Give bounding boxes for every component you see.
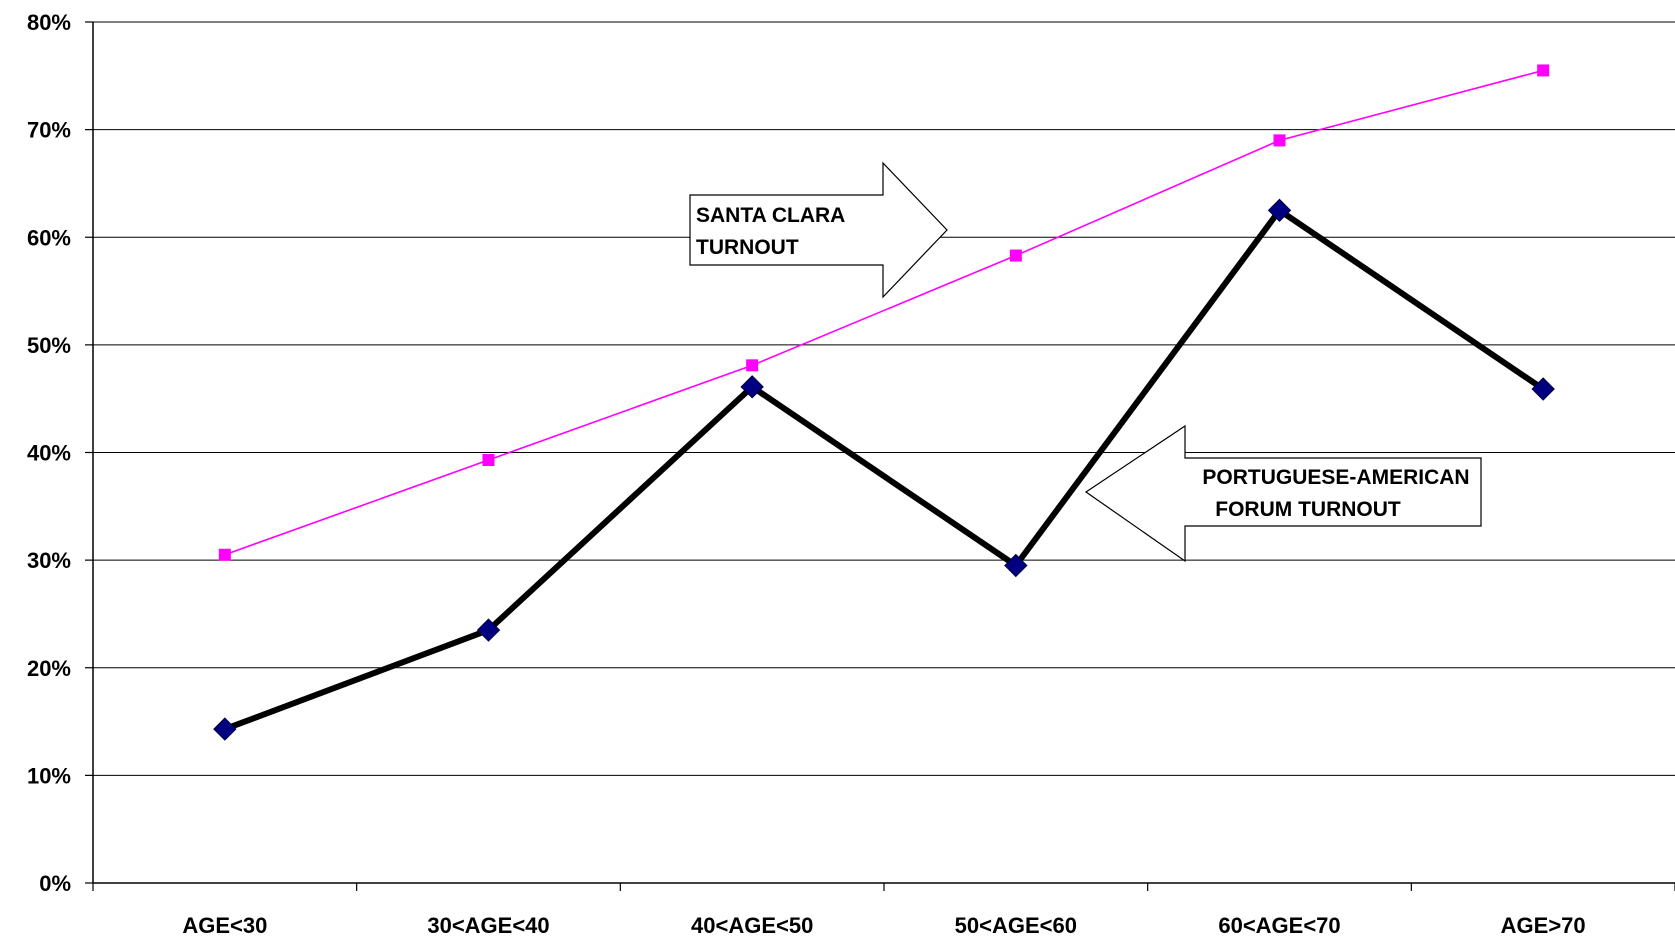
x-tick-label: 40<AGE<50 [691,913,813,938]
forum-line2: FORUM TURNOUT [1215,498,1401,521]
data-point [746,359,759,372]
series-group [213,64,1555,741]
data-point [1009,249,1022,262]
x-tick-label: AGE<30 [182,913,267,938]
x-tick-label: 30<AGE<40 [427,913,549,938]
series-line [224,69,1544,556]
series-2 [213,198,1555,741]
data-point [482,454,495,467]
y-tick-label: 80% [27,10,71,35]
right-arrow-shape [689,161,948,299]
series-1 [218,64,1550,561]
y-tick-label: 10% [27,763,71,788]
left-arrow-shape [1084,424,1482,563]
x-tick-label: 60<AGE<70 [1218,913,1340,938]
series-line [223,206,1545,732]
santa-clara-annotation: SANTA CLARA TURNOUT [689,161,948,299]
data-point [1537,64,1550,77]
y-tick-label: 70% [27,118,71,143]
data-point [213,717,237,741]
gridlines [93,21,1675,776]
x-tick-label: 50<AGE<60 [955,913,1077,938]
data-point [740,375,764,399]
y-tick-label: 40% [27,441,71,466]
data-point [1267,198,1292,223]
y-axis-ticks: 0% 10% 20% 30% 40% 50% 60% 70% 80% [27,10,93,896]
data-point [1273,134,1286,147]
y-tick-label: 30% [27,548,71,573]
santa-clara-line1: SANTA CLARA [696,204,845,227]
y-tick-label: 50% [27,333,71,358]
data-point [476,618,501,642]
data-point [1004,553,1028,578]
santa-clara-line2: TURNOUT [696,236,799,259]
y-tick-label: 60% [27,225,71,250]
data-point [218,548,231,561]
forum-annotation: PORTUGUESE-AMERICAN FORUM TURNOUT [1084,424,1482,563]
x-tick-label: AGE>70 [1501,913,1586,938]
data-point [1531,377,1555,401]
forum-line1: PORTUGUESE-AMERICAN [1202,466,1469,489]
y-tick-label: 0% [39,871,71,896]
y-tick-label: 20% [27,656,71,681]
x-axis-ticks: AGE<30 30<AGE<40 40<AGE<50 50<AGE<60 60<AGE<… [92,883,1675,938]
